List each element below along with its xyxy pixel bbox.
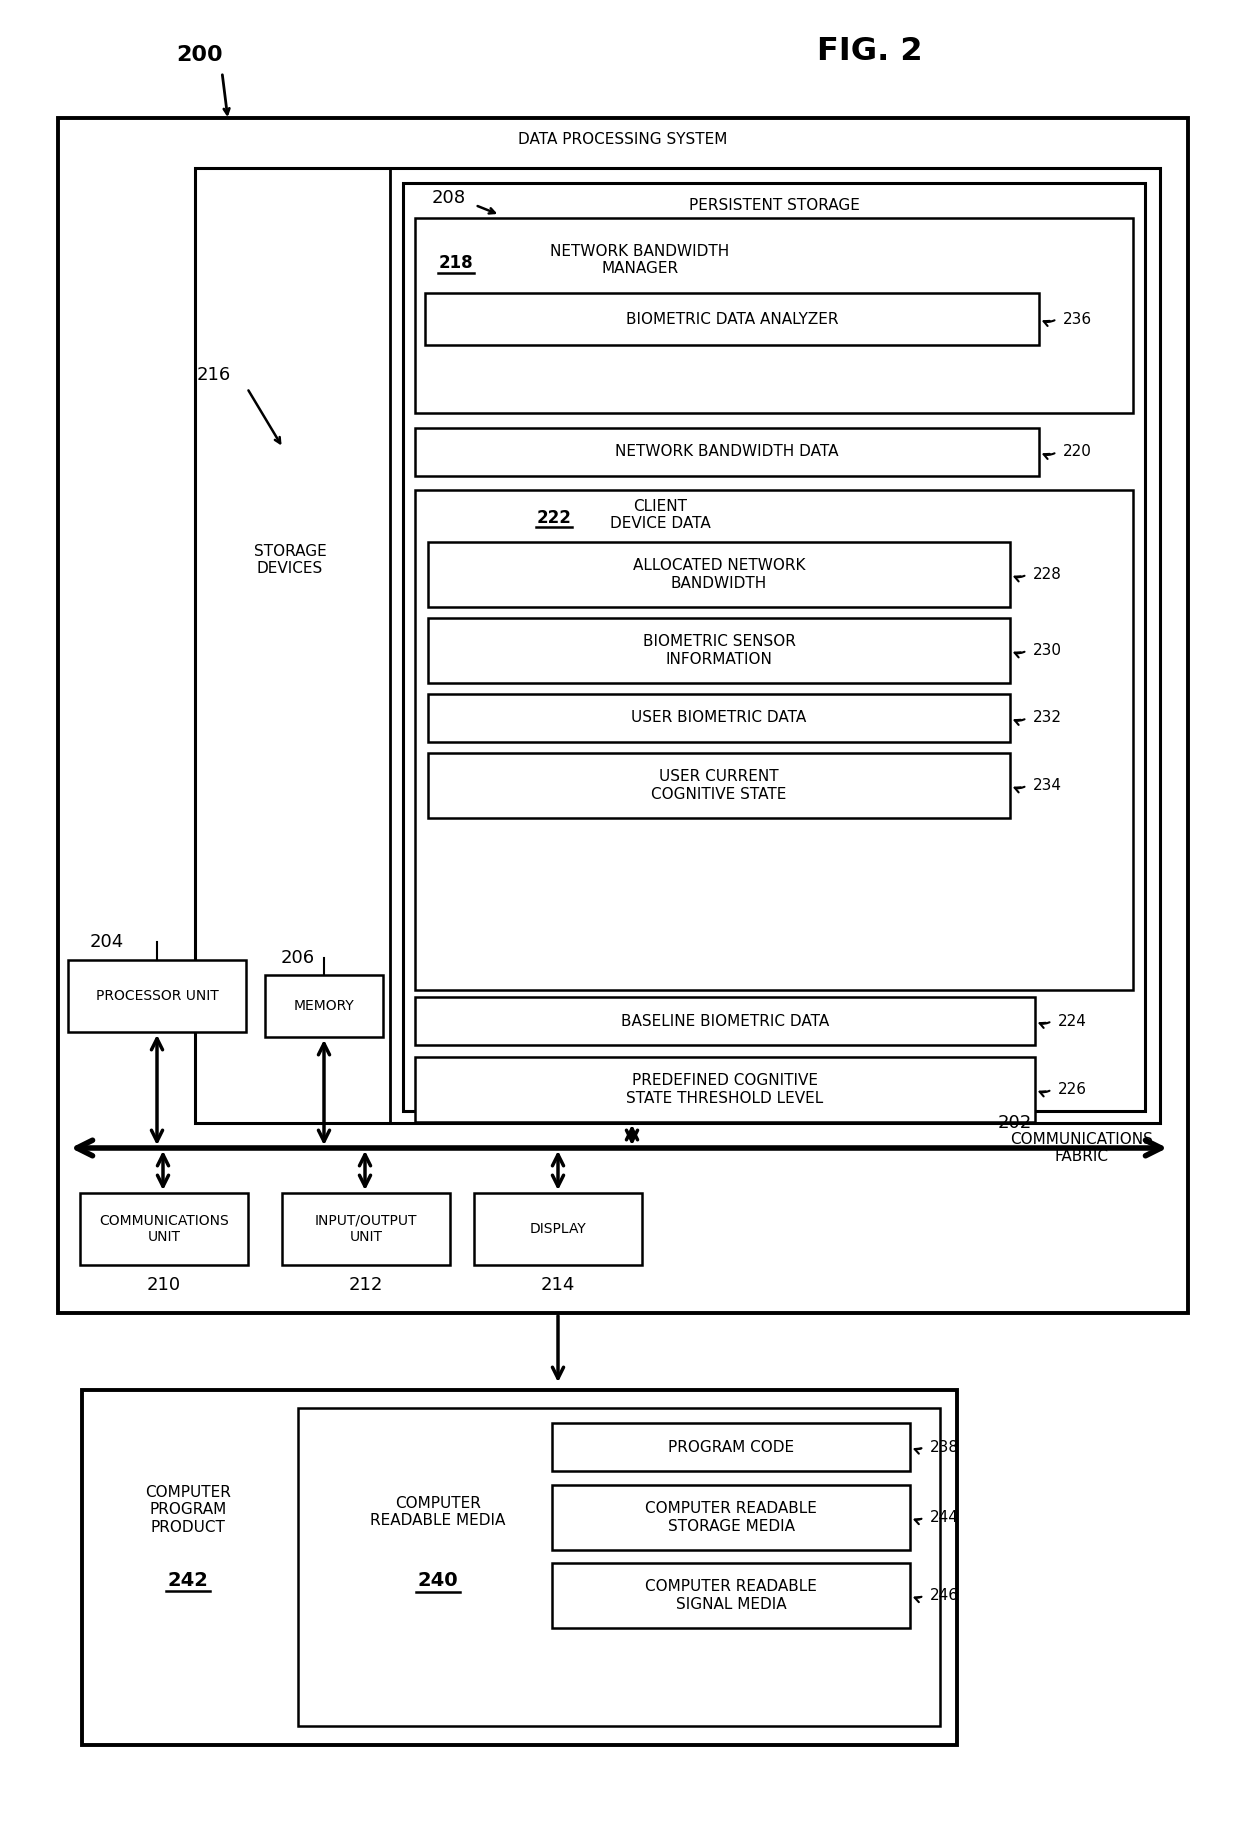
Text: NETWORK BANDWIDTH
MANAGER: NETWORK BANDWIDTH MANAGER xyxy=(551,244,729,277)
Text: 242: 242 xyxy=(167,1570,208,1590)
Text: COMMUNICATIONS
FABRIC: COMMUNICATIONS FABRIC xyxy=(1011,1132,1153,1165)
Text: COMPUTER READABLE
SIGNAL MEDIA: COMPUTER READABLE SIGNAL MEDIA xyxy=(645,1579,817,1612)
Text: DATA PROCESSING SYSTEM: DATA PROCESSING SYSTEM xyxy=(518,133,728,148)
Text: 244: 244 xyxy=(930,1509,959,1526)
Bar xyxy=(552,1562,910,1628)
Bar xyxy=(403,182,1145,1110)
Bar xyxy=(415,1057,1035,1121)
Text: 236: 236 xyxy=(1063,312,1092,326)
Text: COMPUTER READABLE
STORAGE MEDIA: COMPUTER READABLE STORAGE MEDIA xyxy=(645,1502,817,1533)
Text: COMMUNICATIONS
UNIT: COMMUNICATIONS UNIT xyxy=(99,1214,229,1243)
Bar xyxy=(195,168,1159,1123)
Text: 234: 234 xyxy=(1033,778,1061,793)
Text: 220: 220 xyxy=(1063,445,1092,459)
Text: 218: 218 xyxy=(439,253,474,272)
Text: 216: 216 xyxy=(197,366,231,385)
Bar xyxy=(81,1192,248,1265)
Text: BIOMETRIC DATA ANALYZER: BIOMETRIC DATA ANALYZER xyxy=(626,312,838,326)
Text: 212: 212 xyxy=(348,1276,383,1294)
Text: 202: 202 xyxy=(998,1114,1032,1132)
Text: USER CURRENT
COGNITIVE STATE: USER CURRENT COGNITIVE STATE xyxy=(651,769,786,802)
Text: STORAGE
DEVICES: STORAGE DEVICES xyxy=(254,543,326,576)
Text: 200: 200 xyxy=(176,46,223,66)
Text: 228: 228 xyxy=(1033,567,1061,582)
Text: COMPUTER
READABLE MEDIA: COMPUTER READABLE MEDIA xyxy=(371,1497,506,1528)
Text: 226: 226 xyxy=(1058,1083,1087,1097)
Bar xyxy=(425,294,1039,345)
Text: 204: 204 xyxy=(91,933,124,952)
Text: INPUT/OUTPUT
UNIT: INPUT/OUTPUT UNIT xyxy=(315,1214,417,1243)
Text: DISPLAY: DISPLAY xyxy=(529,1221,587,1236)
Bar xyxy=(415,428,1039,476)
Text: 214: 214 xyxy=(541,1276,575,1294)
Text: 224: 224 xyxy=(1058,1014,1087,1028)
Text: PREDEFINED COGNITIVE
STATE THRESHOLD LEVEL: PREDEFINED COGNITIVE STATE THRESHOLD LEV… xyxy=(626,1074,823,1107)
Text: 232: 232 xyxy=(1033,711,1061,726)
Text: 208: 208 xyxy=(432,190,466,208)
Text: CLIENT
DEVICE DATA: CLIENT DEVICE DATA xyxy=(610,500,711,530)
Bar xyxy=(265,975,383,1037)
Bar xyxy=(68,961,246,1032)
Text: PROCESSOR UNIT: PROCESSOR UNIT xyxy=(95,990,218,1003)
Bar xyxy=(415,219,1133,414)
Text: BIOMETRIC SENSOR
INFORMATION: BIOMETRIC SENSOR INFORMATION xyxy=(642,634,795,667)
Bar xyxy=(428,618,1011,684)
Text: 222: 222 xyxy=(537,509,572,527)
Text: USER BIOMETRIC DATA: USER BIOMETRIC DATA xyxy=(631,711,807,726)
Bar xyxy=(415,490,1133,990)
Bar xyxy=(82,1389,957,1745)
Text: 240: 240 xyxy=(418,1570,459,1590)
Bar xyxy=(58,118,1188,1313)
Text: 246: 246 xyxy=(930,1588,959,1602)
Bar xyxy=(552,1424,910,1471)
Text: 238: 238 xyxy=(930,1440,959,1455)
Bar xyxy=(428,695,1011,742)
Bar xyxy=(428,541,1011,607)
Bar xyxy=(298,1407,940,1726)
Text: MEMORY: MEMORY xyxy=(294,999,355,1014)
Text: FIG. 2: FIG. 2 xyxy=(817,36,923,67)
Text: PERSISTENT STORAGE: PERSISTENT STORAGE xyxy=(688,197,859,213)
Text: PROGRAM CODE: PROGRAM CODE xyxy=(668,1440,794,1455)
Bar xyxy=(552,1486,910,1550)
Text: ALLOCATED NETWORK
BANDWIDTH: ALLOCATED NETWORK BANDWIDTH xyxy=(632,558,805,591)
Text: NETWORK BANDWIDTH DATA: NETWORK BANDWIDTH DATA xyxy=(615,445,838,459)
Text: 206: 206 xyxy=(281,950,315,966)
Bar xyxy=(428,753,1011,819)
Bar xyxy=(281,1192,450,1265)
Text: 210: 210 xyxy=(146,1276,181,1294)
Bar xyxy=(415,997,1035,1045)
Text: BASELINE BIOMETRIC DATA: BASELINE BIOMETRIC DATA xyxy=(621,1014,830,1028)
Bar xyxy=(474,1192,642,1265)
Text: COMPUTER
PROGRAM
PRODUCT: COMPUTER PROGRAM PRODUCT xyxy=(145,1486,231,1535)
Text: 230: 230 xyxy=(1033,644,1061,658)
